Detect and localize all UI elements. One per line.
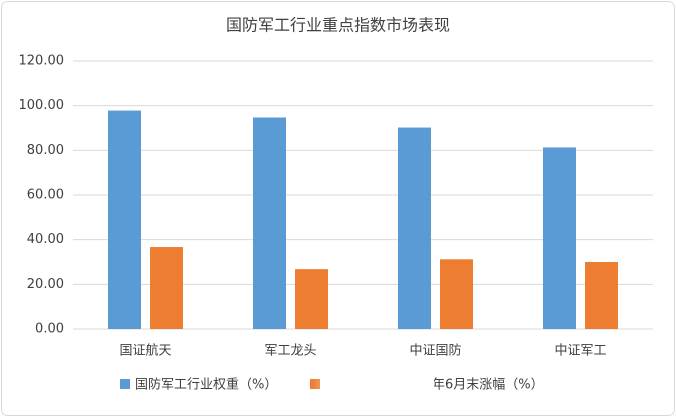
legend-label: 国防军工行业权重（%） (135, 377, 277, 393)
legend-label: 年6月末涨幅（%） (432, 378, 544, 393)
bar (543, 147, 576, 329)
bar (585, 262, 618, 329)
bar (150, 247, 183, 329)
y-tick-label: 80.00 (27, 143, 64, 158)
chart-title: 国防军工行业重点指数市场表现 (226, 16, 450, 35)
x-tick-label: 中证国防 (409, 343, 461, 359)
y-tick-label: 100.00 (19, 98, 65, 113)
y-tick-label: 0.00 (35, 322, 64, 337)
y-tick-label: 40.00 (27, 232, 64, 247)
bar (253, 117, 286, 330)
y-tick-label: 60.00 (27, 188, 64, 203)
bar (108, 110, 141, 329)
x-tick-label: 国证航天 (119, 343, 171, 359)
bar (398, 127, 431, 329)
legend-swatch (120, 379, 130, 389)
x-tick-label: 中证军工 (554, 344, 606, 359)
x-tick-label: 军工龙头 (264, 344, 316, 359)
bar (295, 269, 328, 329)
y-tick-label: 20.00 (27, 277, 64, 292)
y-tick-label: 120.00 (19, 54, 65, 69)
bar (440, 259, 473, 329)
legend-overlay (312, 374, 434, 396)
